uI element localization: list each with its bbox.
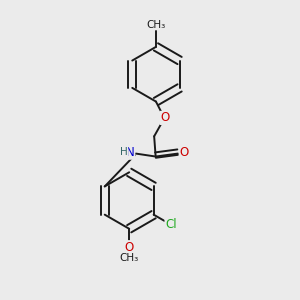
Text: CH₃: CH₃ [146, 20, 166, 31]
Text: O: O [179, 146, 188, 159]
Text: N: N [126, 146, 135, 159]
Text: H: H [120, 147, 128, 157]
Text: O: O [124, 241, 134, 254]
Text: CH₃: CH₃ [120, 254, 139, 263]
Text: O: O [160, 111, 170, 124]
Text: Cl: Cl [165, 218, 177, 231]
